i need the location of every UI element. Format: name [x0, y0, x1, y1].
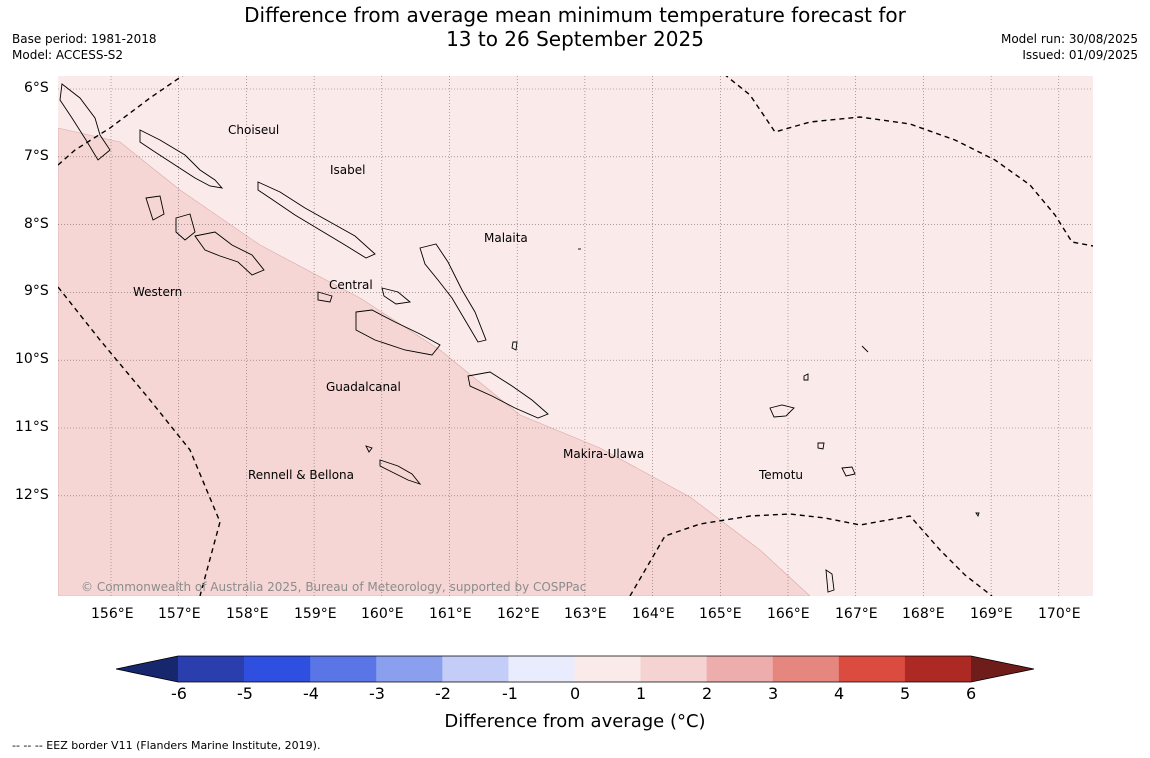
eez-borders — [58, 76, 1093, 596]
shortland-island — [59, 83, 111, 161]
colorbar-segment — [904, 656, 972, 682]
model-run: Model run: 30/08/2025 — [1000, 32, 1138, 46]
lat-label-9s: 9°S — [24, 283, 49, 299]
lon-label-166e: 166°E — [767, 606, 810, 622]
lat-label-7s: 7°S — [24, 148, 49, 164]
bellona-island — [365, 445, 373, 453]
vanikoro-island — [841, 466, 856, 477]
meta-right: Model run: 30/08/2025 Issued: 01/09/2025 — [1001, 31, 1138, 63]
colorbar-segment — [772, 656, 840, 682]
colorbar-segment — [838, 656, 906, 682]
lon-label-170e: 170°E — [1038, 606, 1081, 622]
isabel-island — [257, 181, 376, 259]
lat-label-6s: 6°S — [24, 80, 49, 96]
chart-title: Difference from average mean minimum tem… — [0, 3, 1150, 51]
colorbar-segment — [508, 656, 575, 682]
colorbar-tick: 0 — [570, 684, 581, 703]
colorbar-segment — [244, 656, 311, 682]
lon-label-157e: 157°E — [158, 606, 201, 622]
choiseul-island — [139, 129, 224, 189]
region-label-temotu: Temotu — [759, 468, 804, 482]
lon-label-161e: 161°E — [429, 606, 472, 622]
lon-label-168e: 168°E — [902, 606, 945, 622]
utupua-island — [817, 442, 825, 450]
colorbar-tick: 1 — [636, 684, 647, 703]
vella-island — [145, 195, 165, 221]
tikopia-island — [825, 569, 835, 593]
russell-island — [317, 291, 333, 303]
new-georgia-island — [175, 213, 196, 241]
zone-1-to-2 — [58, 127, 811, 596]
colorbar — [115, 655, 1035, 683]
colorbar-tick: 3 — [768, 684, 779, 703]
issued-date: Issued: 01/09/2025 — [1022, 48, 1138, 62]
makira-island — [467, 371, 549, 419]
model-name: Model: ACCESS-S2 — [12, 48, 124, 62]
title-line-1: Difference from average mean minimum tem… — [244, 3, 906, 27]
lat-label-8s: 8°S — [24, 216, 49, 232]
region-label-guadalcanal: Guadalcanal — [326, 380, 401, 394]
region-label-makira-ulawa: Makira-Ulawa — [563, 447, 645, 461]
colorbar-tick: -2 — [435, 684, 451, 703]
colorbar-segment — [442, 656, 509, 682]
lon-label-158e: 158°E — [226, 606, 269, 622]
region-label-western: Western — [133, 285, 183, 299]
ulawa-island — [511, 341, 518, 351]
ontong-java — [861, 345, 869, 353]
colorbar-segment — [376, 656, 443, 682]
colorbar-tick: -4 — [303, 684, 319, 703]
western-group — [194, 231, 265, 276]
region-label-isabel: Isabel — [330, 163, 366, 177]
title-line-2: 13 to 26 September 2025 — [446, 27, 704, 51]
colorbar-tick: -6 — [171, 684, 187, 703]
copyright-credit: © Commonwealth of Australia 2025, Bureau… — [81, 580, 587, 594]
colorbar-tick: -5 — [237, 684, 253, 703]
colorbar-tick: -3 — [369, 684, 385, 703]
colorbar-segment — [706, 656, 774, 682]
nendo-island — [769, 404, 795, 418]
colorbar-segment — [310, 656, 377, 682]
colorbar-title: Difference from average (°C) — [444, 711, 706, 732]
anuta-island — [975, 512, 980, 518]
lon-label-163e: 163°E — [564, 606, 607, 622]
lon-label-160e: 160°E — [361, 606, 404, 622]
colorbar-segment — [178, 656, 245, 682]
region-label-malaita: Malaita — [484, 231, 528, 245]
lon-label-159e: 159°E — [294, 606, 337, 622]
meta-left: Base period: 1981-2018 Model: ACCESS-S2 — [12, 31, 157, 63]
colorbar-tick: 4 — [834, 684, 845, 703]
colorbar-over-arrow — [971, 656, 1034, 682]
colorbar-tick: -1 — [502, 684, 518, 703]
lon-label-162e: 162°E — [497, 606, 540, 622]
guadalcanal-island — [355, 309, 441, 356]
reef-islands — [803, 373, 809, 381]
rennell-island — [379, 459, 422, 485]
eez-legend-note: -- -- -- EEZ border V11 (Flanders Marine… — [12, 739, 321, 752]
coastlines — [59, 83, 980, 593]
lat-label-10s: 10°S — [15, 351, 49, 367]
lat-label-11s: 11°S — [15, 419, 49, 435]
malaita-island — [419, 243, 487, 343]
lon-label-165e: 165°E — [699, 606, 742, 622]
nggela-island — [381, 287, 412, 305]
lon-label-169e: 169°E — [970, 606, 1013, 622]
lat-label-12s: 12°S — [15, 487, 49, 503]
colorbar-under-arrow — [116, 656, 178, 682]
base-period: Base period: 1981-2018 — [12, 32, 157, 46]
lon-label-156e: 156°E — [91, 606, 134, 622]
colorbar-tick: 2 — [702, 684, 713, 703]
region-label-rennell-bellona: Rennell & Bellona — [248, 468, 355, 482]
region-label-choiseul: Choiseul — [228, 123, 280, 137]
colorbar-tick: 6 — [966, 684, 977, 703]
colorbar-tick: 5 — [900, 684, 911, 703]
lon-label-167e: 167°E — [835, 606, 878, 622]
colorbar-segment — [640, 656, 708, 682]
region-label-central: Central — [329, 278, 373, 292]
lon-label-164e: 164°E — [632, 606, 675, 622]
colorbar-segment — [574, 656, 642, 682]
